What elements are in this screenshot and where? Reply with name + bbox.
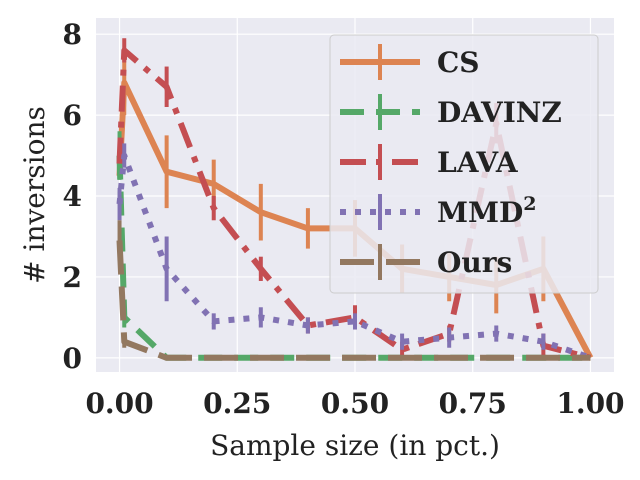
legend-item-ours[interactable]: Ours	[340, 244, 512, 280]
legend-label: LAVA	[437, 146, 519, 179]
y-tick-label: 0	[63, 342, 82, 375]
y-tick-label: 4	[63, 180, 82, 213]
legend-label: MMD2	[437, 193, 537, 229]
legend-item-davinz[interactable]: DAVINZ	[340, 94, 562, 130]
legend-item-mmd2[interactable]: MMD2	[340, 193, 537, 230]
x-axis-label: Sample size (in pct.)	[210, 429, 500, 462]
series-line	[116, 240, 591, 361]
legend-item-cs[interactable]: CS	[340, 44, 480, 80]
x-tick-label: 0.00	[85, 387, 153, 420]
legend-label: CS	[437, 46, 480, 79]
x-tick-label: 1.00	[556, 387, 624, 420]
y-tick-label: 8	[63, 18, 82, 51]
tick-labels: 0.00 0.25 0.50 0.75 1.00 0 2 4 6 8	[63, 18, 625, 420]
x-tick-label: 0.75	[439, 387, 507, 420]
x-tick-label: 0.50	[321, 387, 389, 420]
legend-superscript: 2	[523, 193, 536, 215]
legend-label: DAVINZ	[437, 96, 562, 129]
series-mmd2	[116, 143, 592, 361]
x-tick-label: 0.25	[203, 387, 271, 420]
legend-box	[329, 34, 599, 294]
y-axis-label: # inversions	[18, 106, 51, 284]
legend-item-lava[interactable]: LAVA	[340, 144, 519, 180]
series-ours	[116, 220, 591, 361]
y-tick-label: 6	[63, 99, 82, 132]
legend[interactable]: CS DAVINZ LAVA MMD2 Ours	[329, 34, 599, 294]
legend-label: Ours	[437, 246, 512, 279]
y-tick-label: 2	[63, 261, 82, 294]
